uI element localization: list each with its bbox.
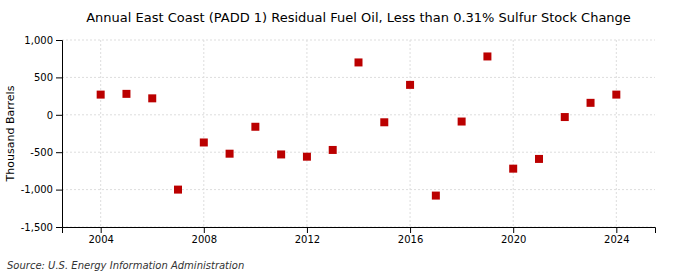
y-tick-label: 500 — [34, 72, 53, 83]
grid-line — [62, 189, 655, 190]
y-tick-mark — [56, 40, 62, 41]
x-axis: 2004 2008 2012 2016 2020 2024 — [63, 227, 656, 245]
x-tick-label: 2024 — [604, 234, 629, 245]
x-tick: 2016 — [398, 227, 423, 245]
point — [432, 192, 440, 200]
point — [612, 91, 620, 99]
y-tick: 500 — [34, 72, 62, 83]
plot-area: 2004 2008 2012 2016 2020 2024 -1,500 -1,000 -500… — [21, 35, 656, 245]
point — [483, 52, 491, 60]
point — [97, 91, 105, 99]
y-axis-title: Thousand Barrels — [4, 85, 17, 182]
x-tick: 2020 — [501, 227, 526, 245]
point — [458, 118, 466, 126]
point — [406, 81, 414, 89]
x-tick-label: 2008 — [192, 234, 217, 245]
x-axis-line — [63, 228, 656, 234]
grid-line — [410, 40, 411, 227]
grid-line — [62, 152, 655, 153]
y-tick: -500 — [30, 147, 62, 158]
grid-line — [513, 40, 514, 227]
source: Source: U.S. Energy Information Administ… — [7, 260, 244, 271]
y-tick-mark — [56, 190, 62, 191]
point — [148, 94, 156, 102]
y-tick-mark — [56, 152, 62, 153]
point — [251, 123, 259, 131]
x-tick-mark — [513, 227, 514, 233]
x-tick: 2024 — [604, 227, 629, 245]
chart: 2004 2008 2012 2016 2020 2024 -1,500 -1,000 -500… — [0, 0, 675, 275]
y-tick: 0 — [47, 110, 62, 121]
point — [509, 165, 517, 173]
point — [277, 150, 285, 158]
grid-line — [62, 77, 655, 78]
x-tick-mark — [204, 227, 205, 233]
y-tick-mark — [56, 227, 62, 228]
point — [587, 99, 595, 107]
x-tick: 2004 — [88, 227, 113, 245]
y-tick: 1,000 — [24, 35, 62, 46]
x-tick-label: 2004 — [88, 234, 113, 245]
point — [200, 138, 208, 146]
x-tick-label: 2012 — [295, 234, 320, 245]
title: Annual East Coast (PADD 1) Residual Fuel… — [86, 10, 631, 25]
y-tick-mark — [56, 115, 62, 116]
y-tick-label: -1,500 — [21, 222, 53, 233]
y-axis-line — [56, 41, 63, 228]
point — [174, 186, 182, 194]
x-tick-mark — [101, 227, 102, 233]
point — [561, 113, 569, 121]
grid-line — [100, 40, 101, 227]
x-tick: 2008 — [192, 227, 217, 245]
point — [535, 155, 543, 163]
grid-line — [306, 40, 307, 227]
x-tick-label: 2020 — [501, 234, 526, 245]
grid-line — [616, 40, 617, 227]
point — [303, 153, 311, 161]
x-tick: 2012 — [295, 227, 320, 245]
point — [329, 146, 337, 154]
x-tick-mark — [616, 227, 617, 233]
grid — [62, 40, 655, 227]
grid-line — [203, 40, 204, 227]
y-tick: -1,000 — [21, 184, 62, 195]
x-tick-mark — [410, 227, 411, 233]
y-tick-label: 0 — [47, 110, 53, 121]
point — [355, 58, 363, 66]
point — [380, 118, 388, 126]
y-tick: -1,500 — [21, 222, 62, 233]
grid-line — [62, 40, 655, 41]
y-tick-label: -500 — [30, 147, 53, 158]
y-tick-mark — [56, 77, 62, 78]
x-tick-label: 2016 — [398, 234, 423, 245]
point — [226, 150, 234, 158]
point — [122, 90, 130, 98]
x-tick-mark — [307, 227, 308, 233]
y-tick-label: 1,000 — [24, 35, 53, 46]
y-axis: -1,500 -1,000 -500 0 500 1,000 — [21, 35, 63, 233]
points — [97, 52, 621, 199]
y-tick-label: -1,000 — [21, 184, 53, 195]
